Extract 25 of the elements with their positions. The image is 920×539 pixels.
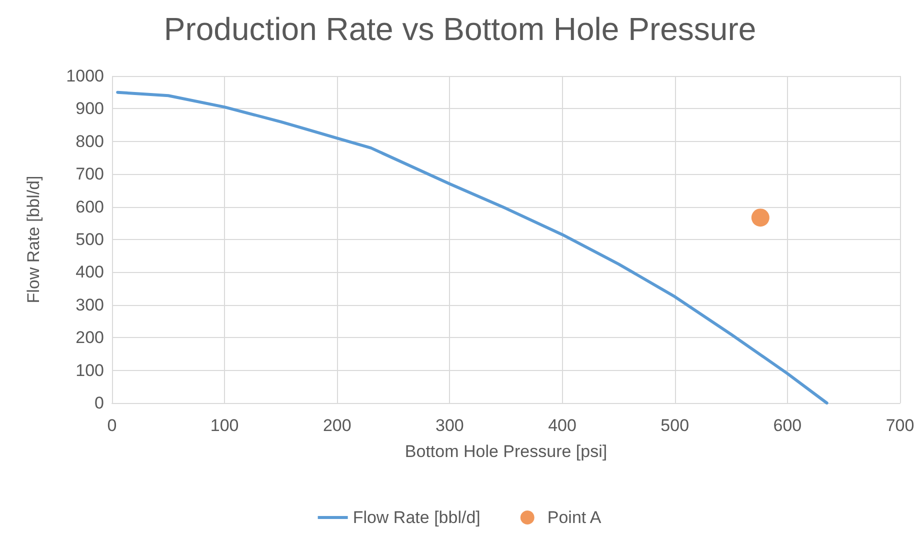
x-tick-label: 700 [886,416,914,435]
x-tick-label: 300 [436,416,464,435]
y-tick-label: 900 [76,99,104,118]
y-tick-label: 300 [76,295,104,314]
y-tick-label: 1000 [66,66,104,86]
y-tick-label: 500 [76,230,104,249]
x-tick-label: 0 [107,416,117,435]
x-axis-title: Bottom Hole Pressure [psi] [404,442,608,461]
y-axis-title: Flow Rate [bbl/d] [24,176,43,304]
y-tick-label: 400 [76,262,104,282]
y-tick-label: 100 [76,360,104,380]
y-tick-label: 600 [76,197,104,216]
legend-label: Point A [547,508,602,527]
y-tick-label: 200 [76,328,104,348]
x-tick-label: 200 [322,416,352,435]
x-tick-label: 400 [548,416,576,435]
chart-title: Production Rate vs Bottom Hole Pressure [164,11,756,47]
x-tick-label: 500 [660,416,690,435]
x-tick-label: 600 [773,416,802,435]
line-series [116,90,828,404]
x-tick-label: 100 [210,416,239,435]
y-tick-label: 700 [76,164,104,184]
y-tick-label: 800 [76,132,104,151]
legend-label: Flow Rate [bbl/d] [352,508,480,527]
y-tick-label: 0 [94,394,104,412]
